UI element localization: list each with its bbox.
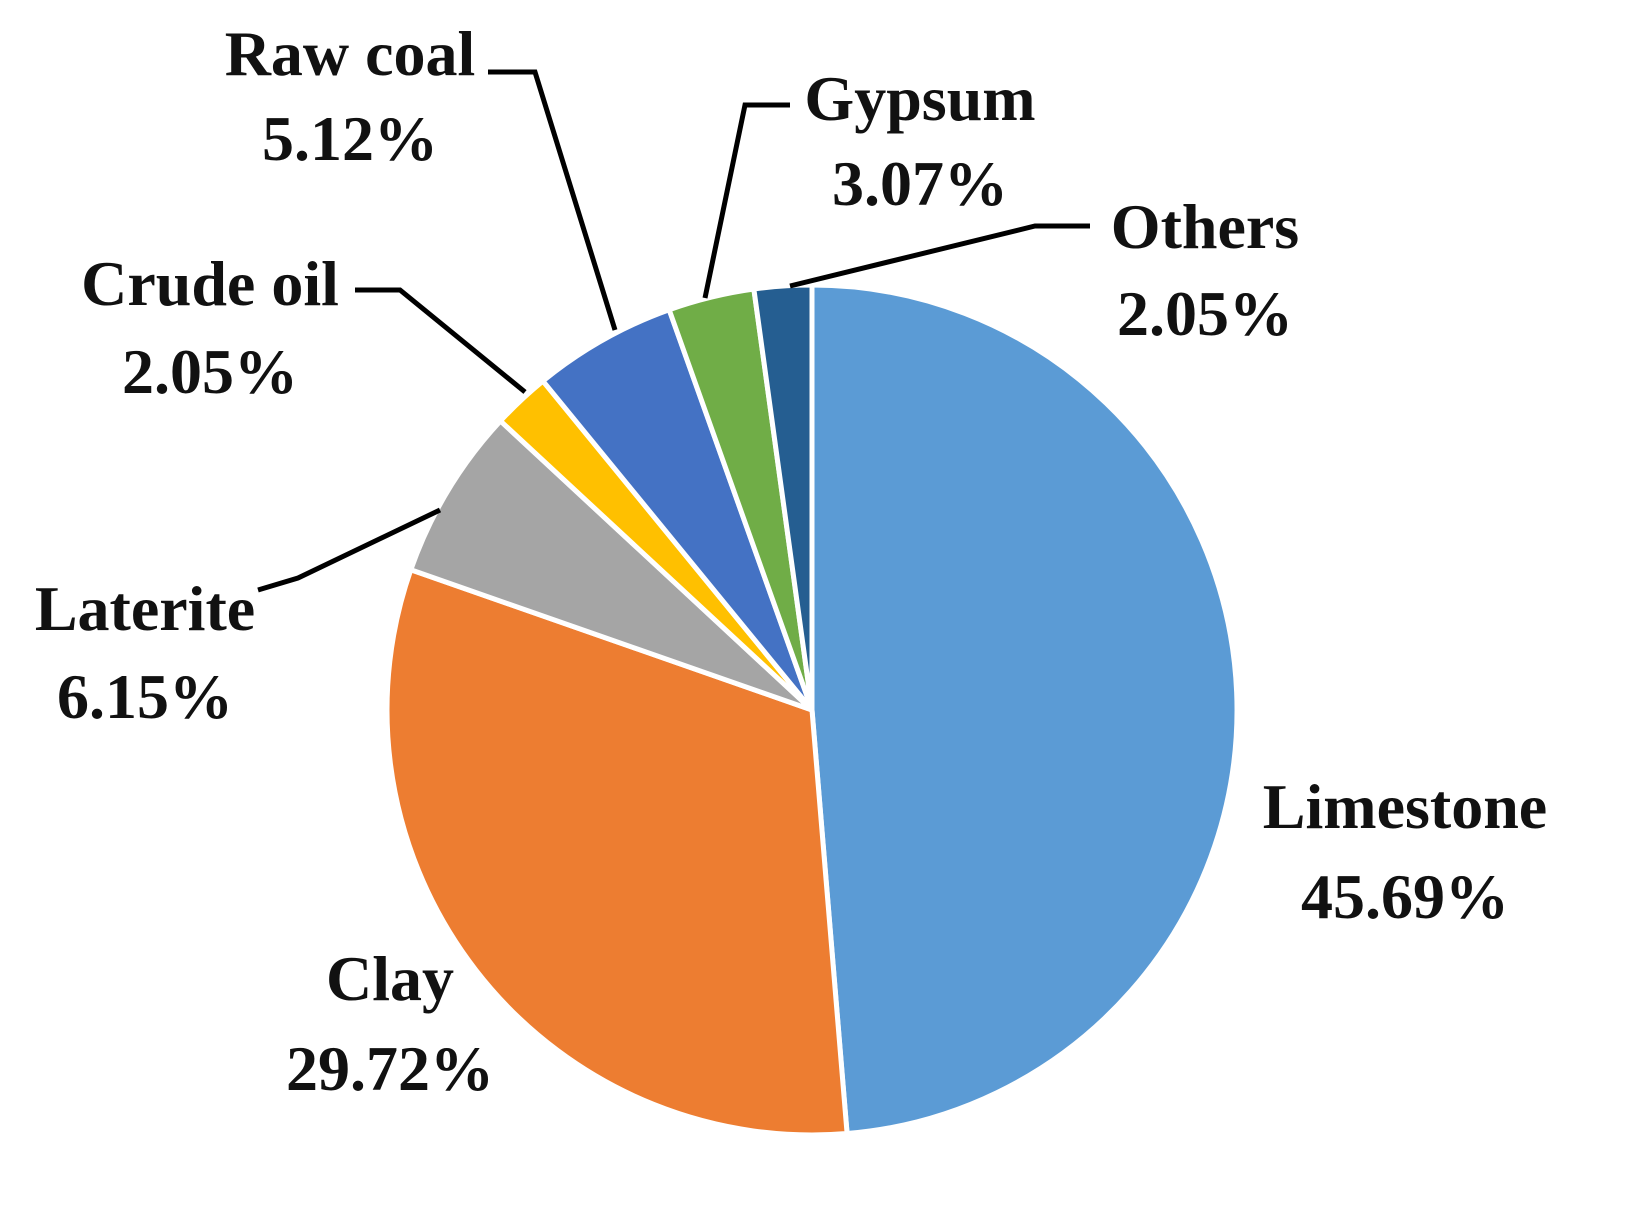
- label-gypsum-value: 3.07%: [832, 148, 1008, 219]
- label-gypsum-name: Gypsum: [804, 63, 1035, 134]
- label-clay-value: 29.72%: [286, 1033, 494, 1104]
- slice-others: [751, 282, 815, 713]
- label-limestone-value: 45.69%: [1301, 861, 1509, 932]
- slice-clay: [384, 567, 850, 1138]
- leader-laterite: [257, 507, 442, 593]
- leader-raw-coal: [488, 69, 618, 331]
- label-others-name: Others: [1111, 191, 1299, 262]
- slice-raw-coal: [540, 307, 815, 713]
- label-clay-name: Clay: [326, 943, 454, 1014]
- slice-labels: Limestone 45.69% Clay 29.72% Laterite 6.…: [35, 18, 1547, 1104]
- pie-slices: [384, 282, 1240, 1138]
- leader-gypsum: [702, 102, 790, 299]
- label-laterite-value: 6.15%: [57, 661, 233, 732]
- label-crude-oil-value: 2.05%: [122, 336, 298, 407]
- slice-limestone: [809, 282, 1240, 1137]
- label-others-value: 2.05%: [1117, 278, 1293, 349]
- label-raw-coal-value: 5.12%: [262, 103, 438, 174]
- slice-laterite: [408, 418, 815, 713]
- leader-lines: [257, 69, 1090, 593]
- label-laterite-name: Laterite: [35, 573, 255, 644]
- label-raw-coal-name: Raw coal: [225, 18, 476, 89]
- leader-crude-oil: [355, 287, 527, 394]
- label-crude-oil-name: Crude oil: [81, 248, 339, 319]
- leader-others: [789, 223, 1090, 289]
- label-limestone-name: Limestone: [1263, 771, 1547, 842]
